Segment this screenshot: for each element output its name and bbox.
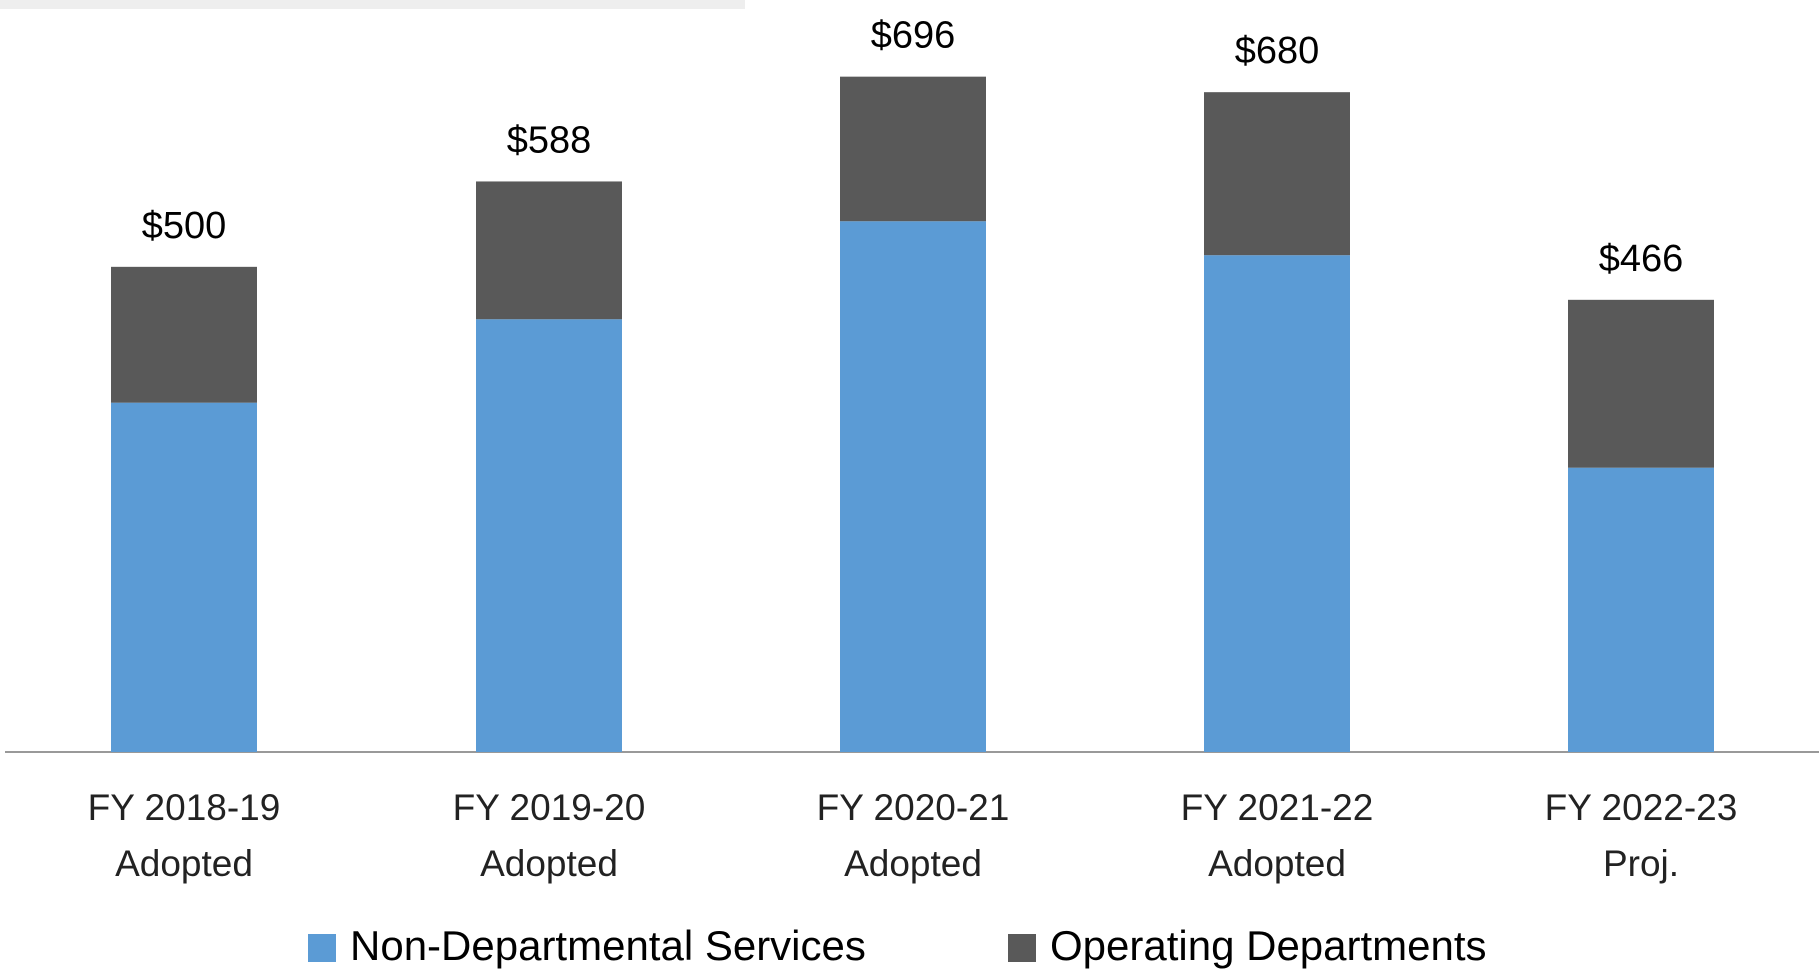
x-tick-label: FY 2018-19 Adopted <box>87 787 281 884</box>
bar-segment <box>840 76 986 222</box>
legend-swatch <box>308 934 336 962</box>
total-label: $680 <box>1235 30 1320 72</box>
x-tick-label: FY 2022-23 Proj. <box>1544 787 1738 884</box>
bar-segment <box>1204 255 1350 753</box>
x-tick-label: FY 2019-20 Adopted <box>452 787 646 884</box>
x-tick-label: FY 2020-21 Adopted <box>816 787 1010 884</box>
bar-segment <box>1568 299 1714 468</box>
total-label: $588 <box>507 119 592 161</box>
bar-segment <box>111 266 257 403</box>
x-tick-label: FY 2021-22 Adopted <box>1180 787 1374 884</box>
bar-segment <box>840 221 986 753</box>
legend-label: Non-Departmental Services <box>350 922 866 969</box>
bar-segment <box>1568 467 1714 752</box>
legend-label: Operating Departments <box>1050 922 1487 969</box>
bar-segment <box>476 181 622 320</box>
total-label: $466 <box>1599 238 1684 280</box>
bar-segment <box>111 402 257 752</box>
bar-segment <box>476 319 622 752</box>
header-strip <box>0 0 745 9</box>
total-label: $696 <box>871 15 956 57</box>
bar-segment <box>1204 92 1350 256</box>
legend-swatch <box>1008 934 1036 962</box>
total-label: $500 <box>142 205 227 247</box>
